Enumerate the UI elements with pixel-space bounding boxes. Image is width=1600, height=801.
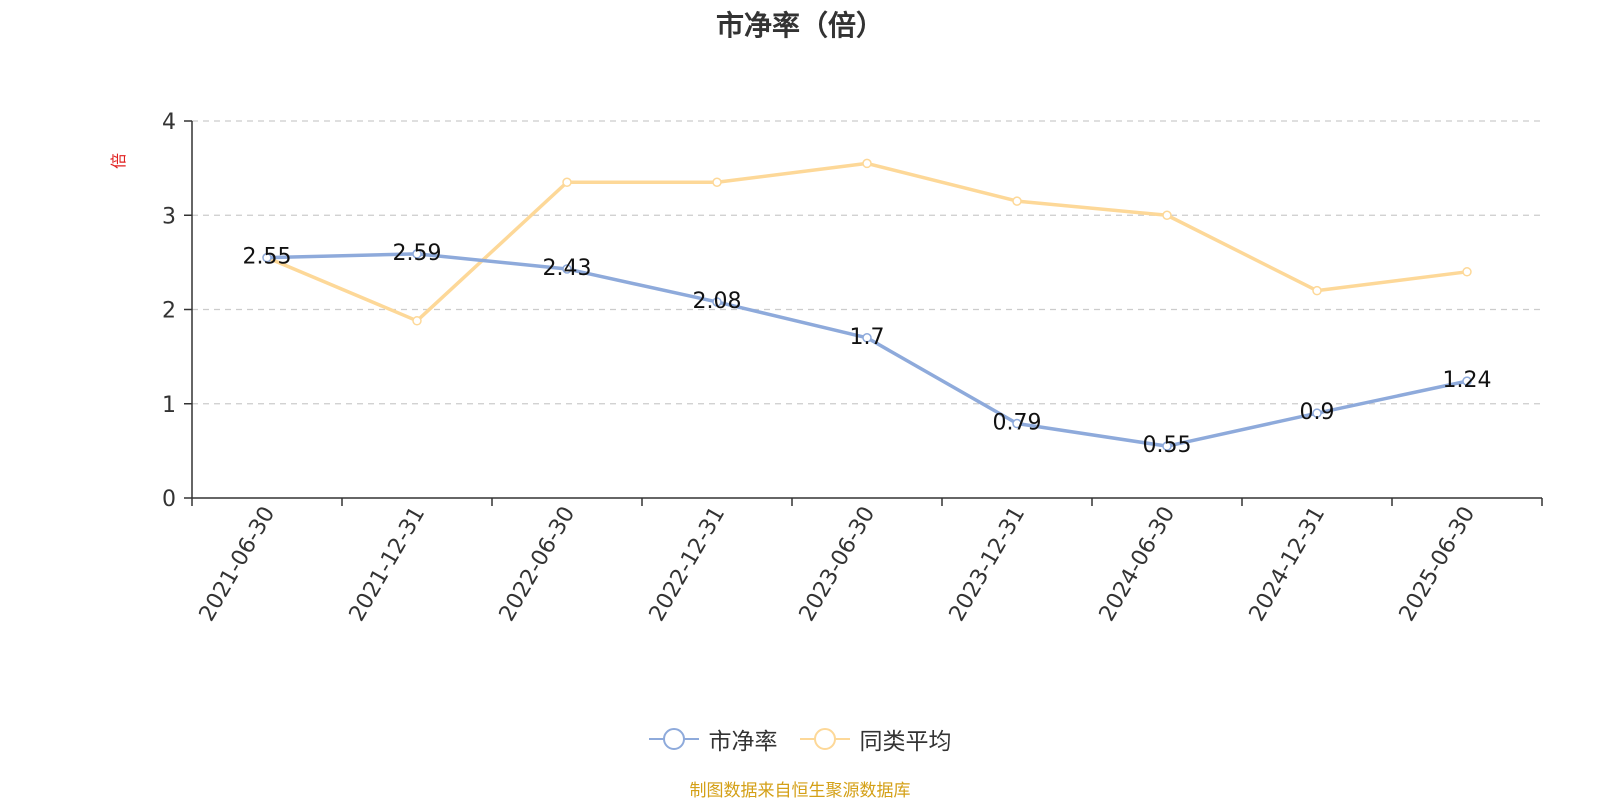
x-tick-label: 2022-12-31 xyxy=(645,503,731,626)
data-point-peer-average[interactable] xyxy=(1162,210,1172,220)
y-tick-label: 2 xyxy=(162,299,176,324)
data-point-pb[interactable] xyxy=(1012,418,1022,429)
data-point-peer-average[interactable] xyxy=(562,177,572,188)
data-label-pb: 1.7 xyxy=(850,325,885,350)
x-tick-label: 2025-06-30 xyxy=(1395,503,1481,626)
data-label-pb: 0.55 xyxy=(1143,433,1192,458)
y-axis-label: 倍 xyxy=(109,153,128,169)
data-label-pb: 1.24 xyxy=(1443,368,1492,393)
y-tick-label: 3 xyxy=(162,204,176,229)
y-tick-label: 1 xyxy=(162,393,176,418)
x-tick-label: 2021-12-31 xyxy=(345,503,431,626)
legend-marker-peer-average-icon xyxy=(799,728,850,750)
data-point-pb[interactable] xyxy=(712,297,722,307)
legend-item-peer-average[interactable]: 同类平均 xyxy=(799,722,952,756)
series-lines xyxy=(262,158,1472,451)
x-tick-label: 2023-06-30 xyxy=(795,503,881,626)
source-note: 制图数据来自恒生聚源数据库 xyxy=(689,781,911,801)
data-point-pb[interactable] xyxy=(862,333,872,343)
y-tick-label: 0 xyxy=(162,487,176,512)
data-point-pb[interactable] xyxy=(1312,408,1322,418)
x-tick-label: 2024-06-30 xyxy=(1095,503,1181,626)
data-label-pb: 2.59 xyxy=(393,241,442,266)
axes: 0 1 2 3 4 倍 2021-06-30 2021-12-31 2022-06-30 2022… xyxy=(109,110,1543,626)
x-tick-label: 2024-12-31 xyxy=(1245,503,1331,626)
data-point-pb[interactable] xyxy=(262,252,272,263)
data-label-pb: 2.55 xyxy=(243,245,292,270)
legend-label-pb: 市净率 xyxy=(708,729,778,755)
x-tick-label: 2021-06-30 xyxy=(195,503,281,626)
data-point-pb[interactable] xyxy=(1162,441,1172,451)
series-line-pb xyxy=(265,252,1469,448)
legend-item-pb[interactable]: 市净率 xyxy=(648,722,778,756)
series-line-peer-average xyxy=(265,161,1469,323)
data-point-peer-average[interactable] xyxy=(412,316,422,326)
x-tick-label: 2023-12-31 xyxy=(945,503,1031,626)
data-point-peer-average[interactable] xyxy=(1312,285,1322,296)
data-label-pb: 2.08 xyxy=(693,289,742,314)
data-labels: 2.55 2.59 2.43 2.08 1.7 0.79 0.55 0.9 1.24 xyxy=(243,241,1492,458)
legend-marker-pb-icon xyxy=(648,728,699,750)
data-point-peer-average[interactable] xyxy=(1462,267,1472,277)
legend-label-peer-average: 同类平均 xyxy=(859,729,952,755)
data-point-peer-average[interactable] xyxy=(712,177,722,188)
data-label-pb: 0.79 xyxy=(993,411,1042,436)
data-point-peer-average[interactable] xyxy=(1012,196,1022,206)
data-label-pb: 0.9 xyxy=(1300,400,1335,425)
x-tick-label: 2022-06-30 xyxy=(495,503,581,626)
legend: 市净率 同类平均 xyxy=(0,722,1600,756)
data-point-pb[interactable] xyxy=(412,249,422,259)
grid-lines xyxy=(192,120,1542,405)
chart-title: 市净率（倍） xyxy=(715,9,884,42)
data-point-peer-average[interactable] xyxy=(862,158,872,169)
y-tick-label: 4 xyxy=(162,110,176,135)
data-label-pb: 2.43 xyxy=(543,256,592,281)
data-point-pb[interactable] xyxy=(1462,376,1472,386)
data-point-pb[interactable] xyxy=(562,264,572,274)
